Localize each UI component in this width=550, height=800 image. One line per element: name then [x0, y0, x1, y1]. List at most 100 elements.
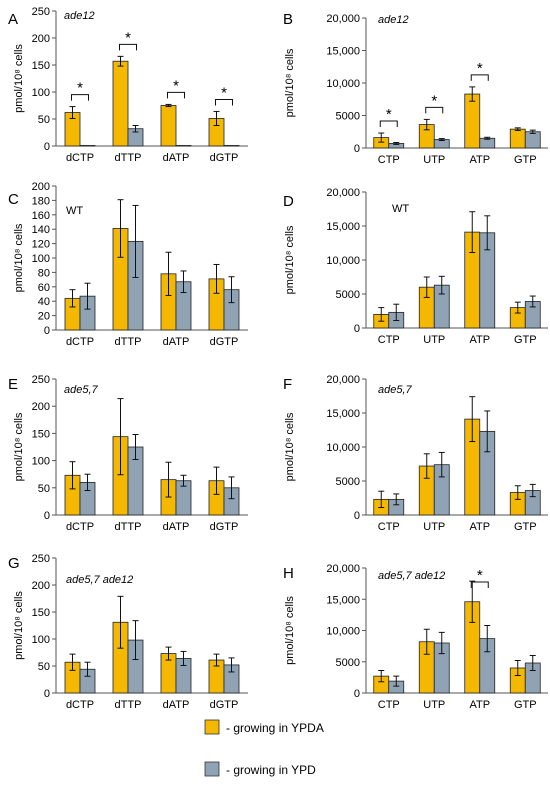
significance-star: * — [173, 77, 179, 94]
chart-title: ade5,7 ade12 — [66, 574, 133, 586]
x-tick-label: CTP — [378, 699, 400, 711]
panel-label: B — [283, 11, 293, 28]
chart-title: ade5,7 ade12 — [378, 570, 445, 582]
x-tick-label: dTTP — [115, 699, 142, 711]
y-tick-label: 140 — [32, 224, 50, 236]
panel-label: C — [8, 191, 19, 208]
chart-title: ade12 — [378, 14, 409, 26]
x-tick-label: ATP — [469, 154, 490, 166]
x-tick-label: dCTP — [66, 152, 94, 164]
chart-title: ade12 — [64, 10, 95, 22]
y-tick-label: 100 — [32, 634, 50, 646]
x-tick-label: dTTP — [115, 336, 142, 348]
y-tick-label: 40 — [38, 296, 50, 308]
y-tick-label: 5000 — [336, 476, 360, 488]
y-tick-label: 250 — [32, 553, 50, 565]
x-tick-label: dTTP — [115, 521, 142, 533]
x-tick-label: UTP — [423, 154, 445, 166]
y-tick-label: 5000 — [336, 657, 360, 669]
bar-ypd — [175, 145, 192, 147]
x-tick-label: ATP — [469, 334, 490, 346]
y-tick-label: 10,000 — [326, 78, 360, 90]
y-tick-label: 15,000 — [326, 594, 360, 606]
y-tick-label: 15,000 — [326, 221, 360, 233]
y-tick-label: 160 — [32, 210, 50, 222]
y-axis-label: pmol/10⁸ cells — [13, 223, 25, 292]
panel-label: A — [8, 11, 18, 28]
y-tick-label: 150 — [32, 428, 50, 440]
x-tick-label: GTP — [514, 334, 537, 346]
significance-bracket — [379, 120, 398, 128]
legend-label: - growing in YPD — [226, 763, 316, 777]
x-tick-label: CTP — [378, 521, 400, 533]
chart-panel-c: C 0 20 40 60 80 100 120 140 160 180 200 pmol/10⁸ cel… — [8, 181, 248, 348]
significance-bracket — [470, 74, 489, 81]
x-tick-label: dGTP — [210, 152, 239, 164]
bar-ypda — [464, 93, 481, 149]
x-tick-label: ATP — [469, 521, 490, 533]
chart-panel-g: G 0 50 100 150 200 250 pmol/10⁸ cells ade5,7 ade… — [8, 553, 248, 711]
bar-ypd — [524, 131, 541, 149]
y-tick-label: 50 — [38, 483, 50, 495]
significance-star: * — [221, 84, 227, 101]
legend-swatch — [204, 719, 220, 735]
x-tick-label: CTP — [378, 334, 400, 346]
chart-title: WT — [66, 205, 83, 217]
bar-ypda — [509, 128, 526, 149]
y-axis-label: pmol/10⁸ cells — [284, 225, 296, 294]
x-tick-label: dATP — [163, 521, 190, 533]
y-tick-label: 250 — [32, 6, 50, 18]
y-tick-label: 0 — [44, 688, 50, 700]
y-tick-label: 150 — [32, 607, 50, 619]
y-tick-label: 15,000 — [326, 46, 360, 58]
y-tick-label: 60 — [38, 282, 50, 294]
chart-title: ade5,7 — [64, 384, 99, 396]
y-tick-label: 180 — [32, 195, 50, 207]
x-tick-label: GTP — [514, 521, 537, 533]
legend-label: - growing in YPDA — [226, 721, 324, 735]
y-tick-label: 0 — [354, 510, 360, 522]
y-tick-label: 250 — [32, 374, 50, 386]
significance-star: * — [477, 567, 483, 584]
y-tick-label: 0 — [44, 141, 50, 153]
x-tick-label: dGTP — [210, 336, 239, 348]
chart-title: ade5,7 — [378, 384, 413, 396]
y-tick-label: 100 — [32, 456, 50, 468]
legend: - growing in YPDA - growing in YPD — [204, 719, 324, 777]
chart-title: WT — [392, 203, 409, 215]
panel-label: F — [283, 376, 292, 393]
y-tick-label: 10,000 — [326, 442, 360, 454]
x-tick-label: dGTP — [210, 699, 239, 711]
significance-star: * — [125, 29, 131, 46]
x-tick-label: ATP — [469, 699, 490, 711]
x-tick-label: dATP — [163, 152, 190, 164]
y-tick-label: 0 — [44, 325, 50, 337]
significance-bracket — [167, 91, 185, 99]
y-axis-label: pmol/10⁸ cells — [13, 591, 25, 660]
y-tick-label: 10,000 — [326, 626, 360, 638]
y-tick-label: 150 — [32, 60, 50, 72]
y-tick-label: 200 — [32, 580, 50, 592]
chart-panel-d: D 0 5000 10,000 15,000 20,000 pmol/10⁸ cells WT… — [283, 187, 548, 346]
x-tick-label: dGTP — [210, 521, 239, 533]
chart-panel-b: B 0 5000 10,000 15,000 20,000 pmol/10⁸ cells ad… — [283, 11, 548, 166]
y-tick-label: 0 — [354, 143, 360, 155]
y-tick-label: 20,000 — [326, 374, 360, 386]
x-tick-label: dCTP — [66, 699, 94, 711]
y-tick-label: 80 — [38, 267, 50, 279]
x-tick-label: dCTP — [66, 521, 94, 533]
x-tick-label: GTP — [514, 154, 537, 166]
y-tick-label: 20,000 — [326, 187, 360, 199]
x-tick-label: CTP — [378, 154, 400, 166]
y-tick-label: 100 — [32, 253, 50, 265]
chart-panel-f: F 0 5000 10,000 15,000 20,000 pmol/10⁸ cells ad… — [283, 374, 548, 533]
y-tick-label: 200 — [32, 181, 50, 193]
y-tick-label: 5000 — [336, 111, 360, 123]
x-tick-label: dATP — [163, 336, 190, 348]
bar-ypda — [160, 105, 177, 147]
y-axis-label: pmol/10⁸ cells — [284, 596, 296, 665]
bar-ypd — [79, 145, 96, 147]
significance-star: * — [431, 92, 437, 109]
x-tick-label: UTP — [423, 334, 445, 346]
